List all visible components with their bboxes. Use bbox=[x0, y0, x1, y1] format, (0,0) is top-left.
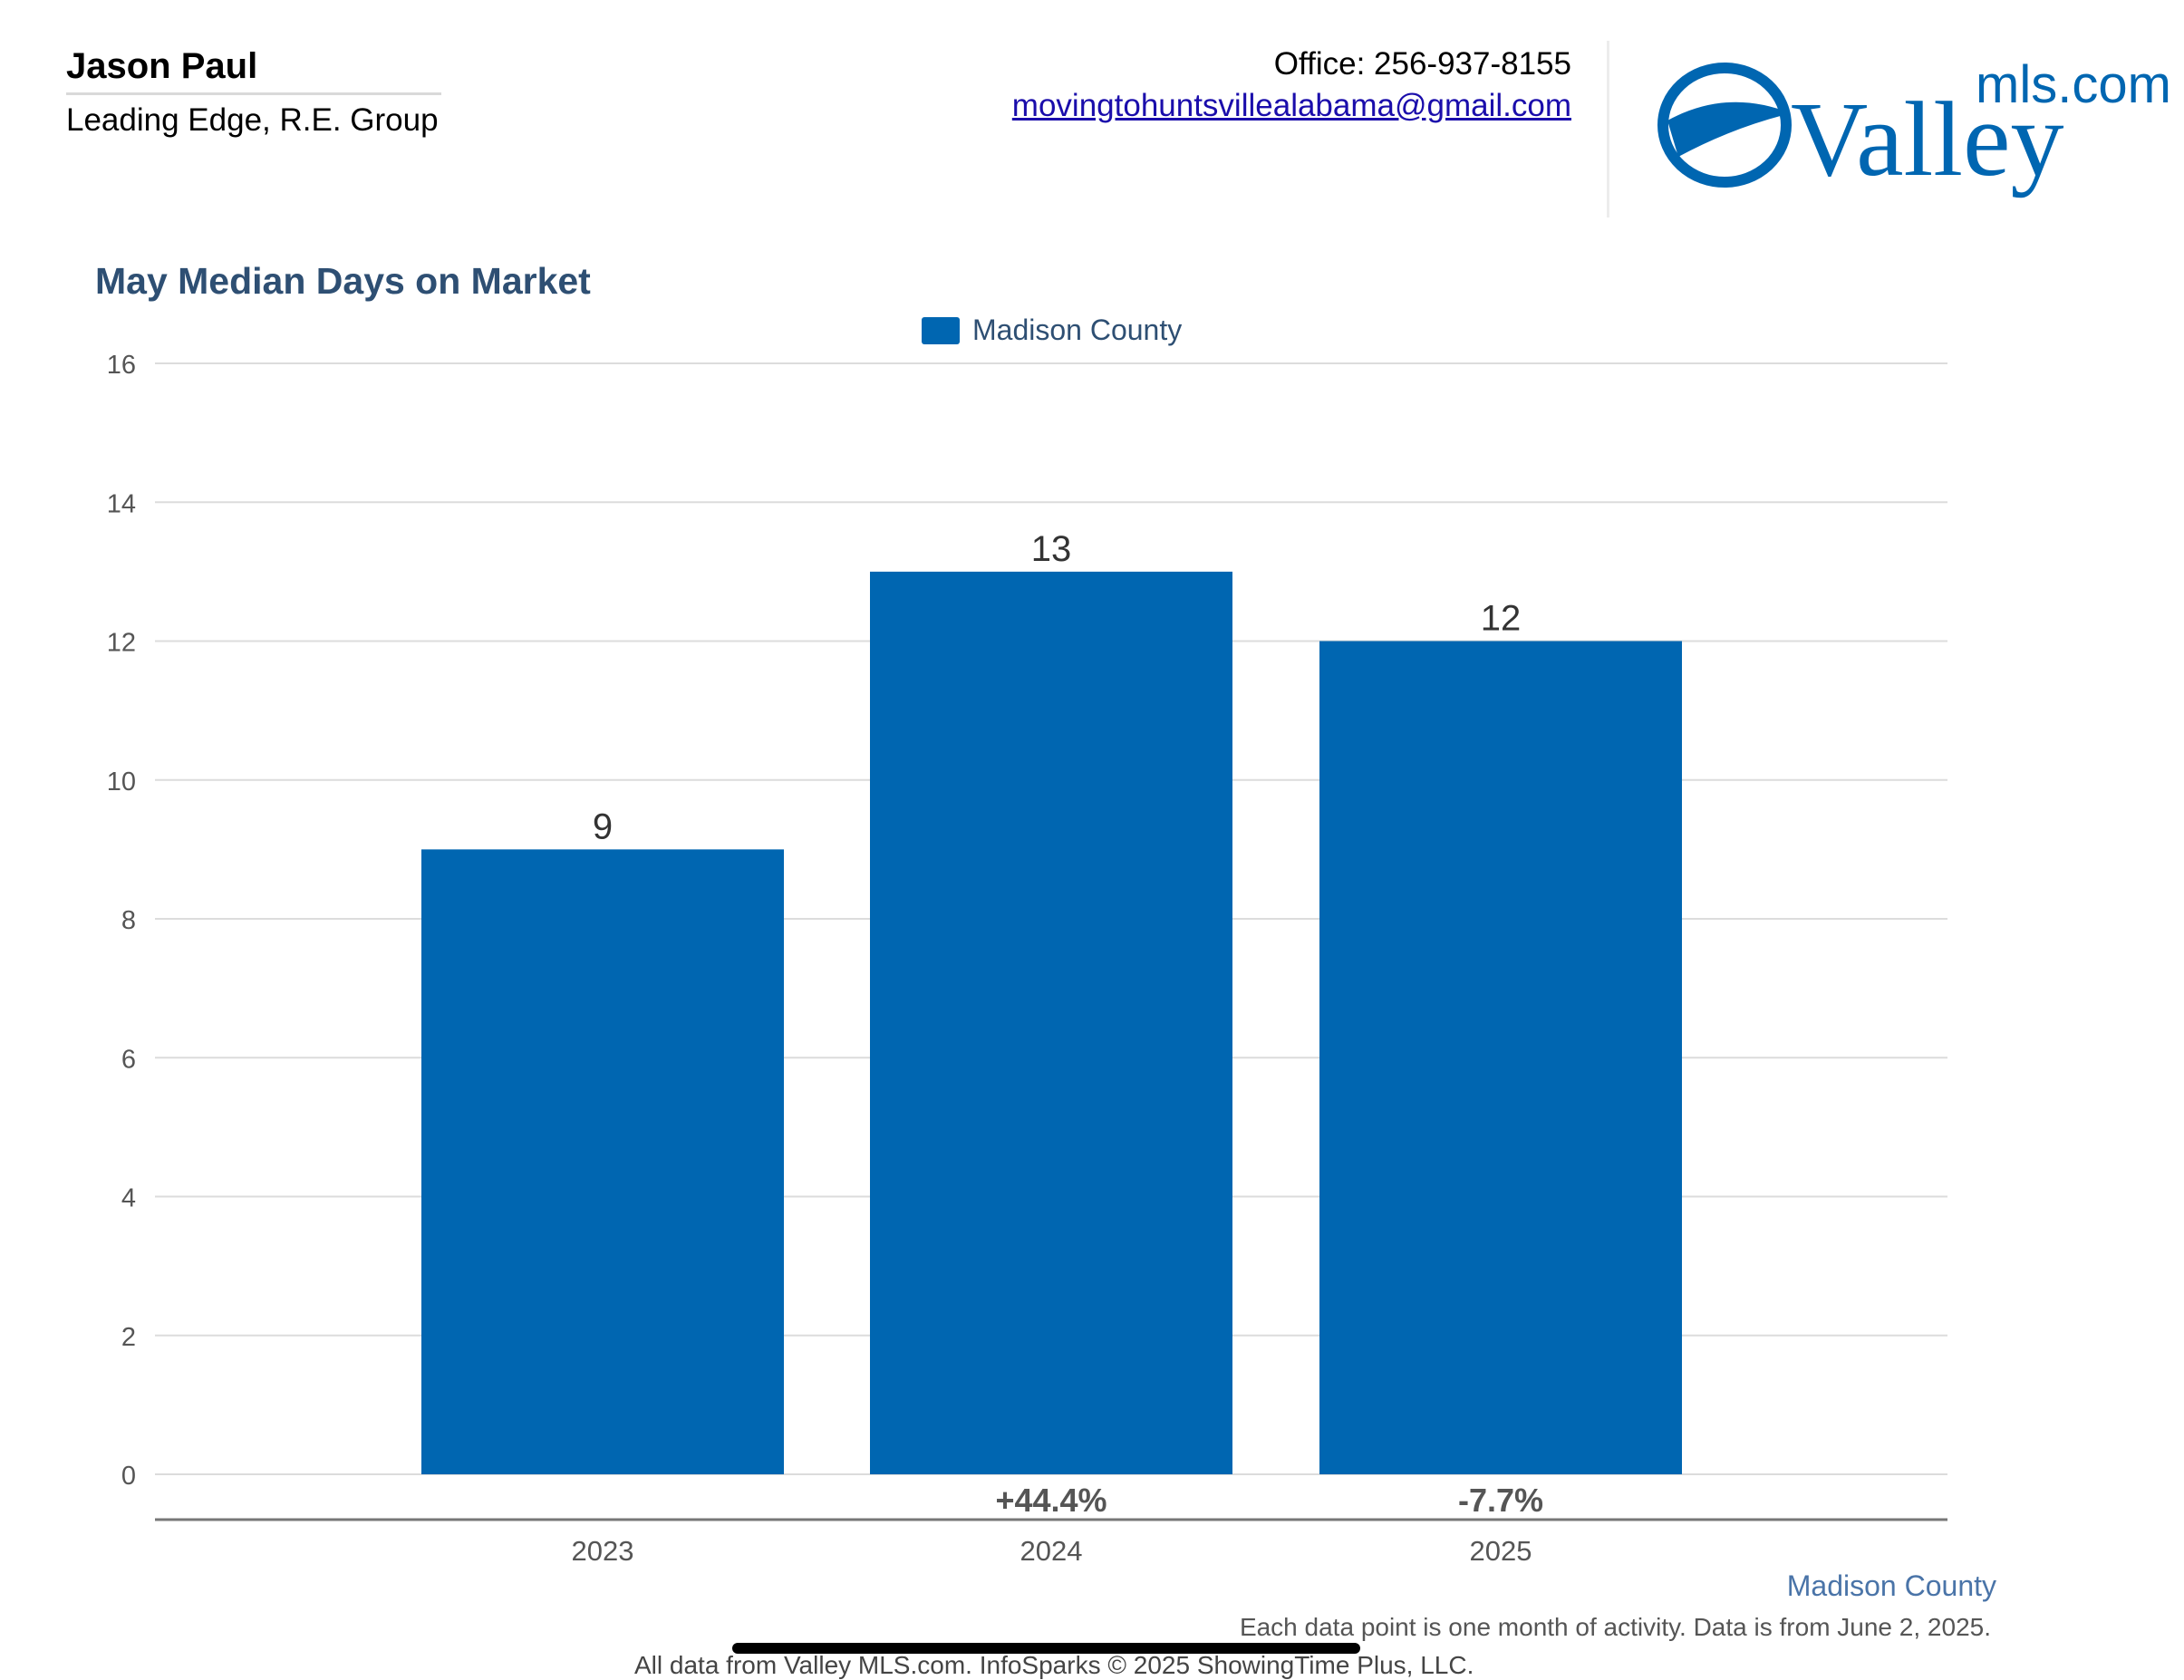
bar bbox=[421, 849, 784, 1474]
data-label: 12 bbox=[1481, 599, 1522, 639]
agent-info: Jason Paul Leading Edge, R.E. Group bbox=[66, 43, 441, 140]
change-label: +44.4% bbox=[995, 1482, 1106, 1519]
agent-divider bbox=[66, 92, 441, 95]
data-label: 9 bbox=[593, 806, 613, 846]
valley-mls-logo[interactable]: Valley mls.com bbox=[1655, 50, 2180, 199]
agent-company: Leading Edge, R.E. Group bbox=[66, 102, 439, 138]
y-tick-label: 10 bbox=[107, 768, 136, 797]
change-label: -7.7% bbox=[1458, 1482, 1543, 1519]
legend-swatch bbox=[922, 316, 960, 344]
email-link[interactable]: movingtohuntsvillealabama@gmail.com bbox=[1011, 88, 1571, 123]
x-tick-label: 2025 bbox=[1470, 1535, 1532, 1567]
home-indicator[interactable] bbox=[732, 1643, 1360, 1654]
office-phone: Office: 256-937-8155 bbox=[1273, 46, 1571, 82]
x-tick-label: 2024 bbox=[1020, 1535, 1083, 1567]
logo-main-text: Valley bbox=[1791, 80, 2063, 198]
y-tick-label: 4 bbox=[121, 1184, 136, 1213]
y-tick-label: 16 bbox=[107, 351, 136, 380]
contact-info: Office: 256-937-8155 movingtohuntsvillea… bbox=[1012, 43, 1571, 127]
y-tick-label: 8 bbox=[121, 906, 136, 935]
header-divider bbox=[1607, 41, 1609, 217]
y-tick-label: 0 bbox=[121, 1462, 136, 1491]
valley-swoosh-icon bbox=[1657, 63, 1792, 188]
data-label: 13 bbox=[1031, 529, 1072, 569]
bar bbox=[870, 571, 1232, 1474]
chart-title: May Median Days on Market bbox=[95, 260, 591, 302]
legend-label: Madison County bbox=[972, 314, 1183, 346]
y-tick-label: 14 bbox=[107, 489, 136, 518]
agent-name: Jason Paul bbox=[66, 46, 258, 86]
footnote: Each data point is one month of activity… bbox=[1239, 1613, 1991, 1641]
logo-top-text: mls.com bbox=[1976, 55, 2171, 114]
chart-legend[interactable]: Madison County bbox=[922, 314, 1182, 347]
y-tick-label: 2 bbox=[121, 1323, 136, 1352]
y-tick-label: 6 bbox=[121, 1045, 136, 1074]
y-tick-label: 12 bbox=[107, 629, 136, 658]
area-name: Madison County bbox=[1786, 1569, 1996, 1602]
source-note: All data from Valley MLS.com. InfoSparks… bbox=[634, 1651, 1474, 1679]
x-tick-label: 2023 bbox=[572, 1535, 634, 1567]
bar bbox=[1319, 641, 1682, 1474]
